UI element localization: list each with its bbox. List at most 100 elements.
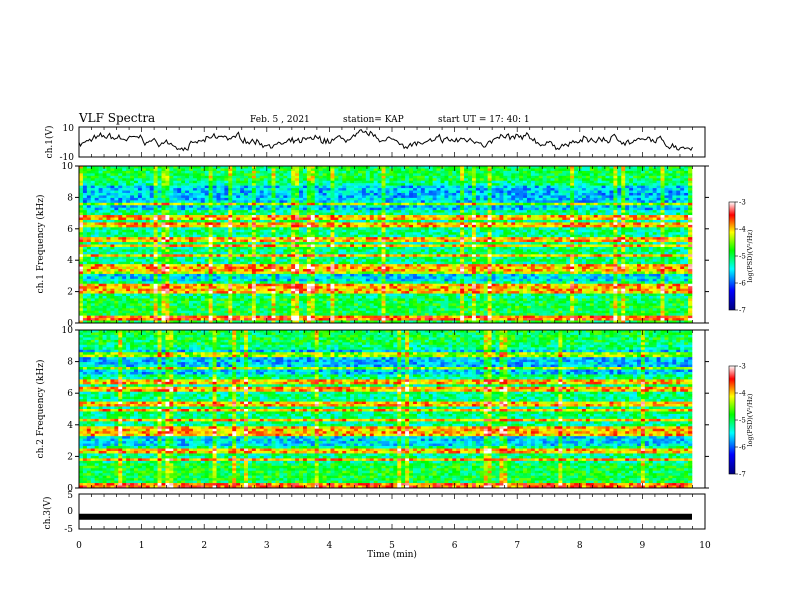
spectrogram-cell [342,175,347,179]
spectrogram-cell [255,318,261,321]
spectrogram-cell [165,246,170,250]
spectrogram-cell [291,239,296,243]
spectrogram-cell [350,227,355,231]
spectrogram-cell [232,296,237,299]
spectrogram-cell [126,288,131,292]
spectrogram-cell [346,305,351,309]
spectrogram-cell [141,286,147,289]
spectrogram-cell [173,269,178,272]
spectrogram-cell [263,207,268,211]
spectrogram-cell [381,202,386,206]
spectrogram-cell [122,224,127,228]
spectrogram-cell [157,232,162,235]
spectrogram-cell [322,278,327,282]
spectrogram-cell [350,175,355,179]
spectrogram-cell [381,210,386,213]
spectrogram-cell [141,303,147,307]
spectrogram-cell [122,192,127,196]
spectrogram-cell [165,320,170,324]
spectrogram-cell [350,293,355,297]
spectrogram-cell [86,210,92,213]
spectrogram-cell [173,281,178,285]
spectrogram-cell [306,286,312,289]
spectrogram-cell [259,261,264,265]
spectrogram-cell [94,219,99,223]
spectrogram-cell [322,318,327,321]
spectrogram-cell [153,288,158,292]
spectrogram-cell [306,210,312,213]
spectrogram-cell [200,264,206,267]
spectrogram-cell [181,200,186,204]
spectrogram-cell [94,283,99,287]
spectrogram-cell [82,210,88,213]
spectrogram-cell [342,296,347,299]
spectrogram-cell [181,195,186,199]
spectrogram-cell [275,183,280,186]
spectrogram-cell [114,205,119,208]
spectrogram-cell [361,224,367,228]
spectrogram-cell [102,251,107,255]
spectrogram-cell [220,273,225,277]
spectrogram-cell [94,305,99,309]
spectrogram-cell [161,305,166,309]
spectrogram-cell [153,178,158,182]
spectrogram-cell [145,188,151,191]
spectrogram-cell [350,298,355,302]
spectrogram-cell [302,286,308,289]
spectrogram-cell [267,175,272,179]
spectrogram-cell [283,313,288,316]
spectrogram-cell [271,249,276,253]
spectrogram-cell [149,200,154,204]
spectrogram-cell [334,259,339,262]
spectrogram-cell [369,278,375,282]
spectrogram-cell [212,168,217,172]
spectrogram-cell [381,166,386,169]
spectrogram-cell [98,251,103,255]
spectrogram-cell [200,222,206,226]
spectrogram-cell [346,210,351,213]
spectrogram-cell [365,246,371,250]
spectrogram-cell [287,298,292,302]
spectrogram-cell [247,195,253,199]
spectrogram-cell [259,185,264,189]
spectrogram-cell [373,266,378,270]
spectrogram-cell [259,237,264,240]
spectrogram-cell [259,293,264,297]
spectrogram-cell [236,175,241,179]
spectrogram-cell [365,168,371,172]
spectrogram-cell [259,264,264,267]
spectrogram-cell [240,244,245,248]
spectrogram-cell [145,212,151,216]
spectrogram-cell [157,178,162,182]
spectrogram-cell [141,310,147,314]
spectrogram-cell [192,298,198,302]
spectrogram-cell [216,313,221,316]
spectrogram-cell [291,315,296,319]
spectrogram-cell [86,271,92,275]
spectrogram-cell [283,217,288,221]
spectrogram-cell [318,313,323,316]
spectrogram-cell [130,303,135,307]
spectrogram-cell [361,308,367,312]
spectrogram-cell [200,251,206,255]
spectrogram-cell [181,308,186,312]
spectrogram-cell [330,178,335,182]
spectrogram-cell [377,261,382,265]
spectrogram-cell [130,271,135,275]
spectrogram-cell [240,197,245,201]
spectrogram-cell [181,266,186,270]
spectrogram-cell [149,320,154,324]
spectrogram-cell [98,222,103,226]
spectrogram-cell [145,271,151,275]
spectrogram-cell [263,173,268,177]
spectrogram-cell [377,173,382,177]
spectrogram-cell [212,293,217,297]
spectrogram-cell [122,273,127,277]
spectrogram-cell [212,229,217,233]
spectrogram-cell [82,232,88,235]
spectrogram-cell [287,178,292,182]
spectrogram-cell [196,185,202,189]
spectrogram-cell [86,195,92,199]
spectrogram-cell [189,315,194,319]
spectrogram-cell [126,212,131,216]
